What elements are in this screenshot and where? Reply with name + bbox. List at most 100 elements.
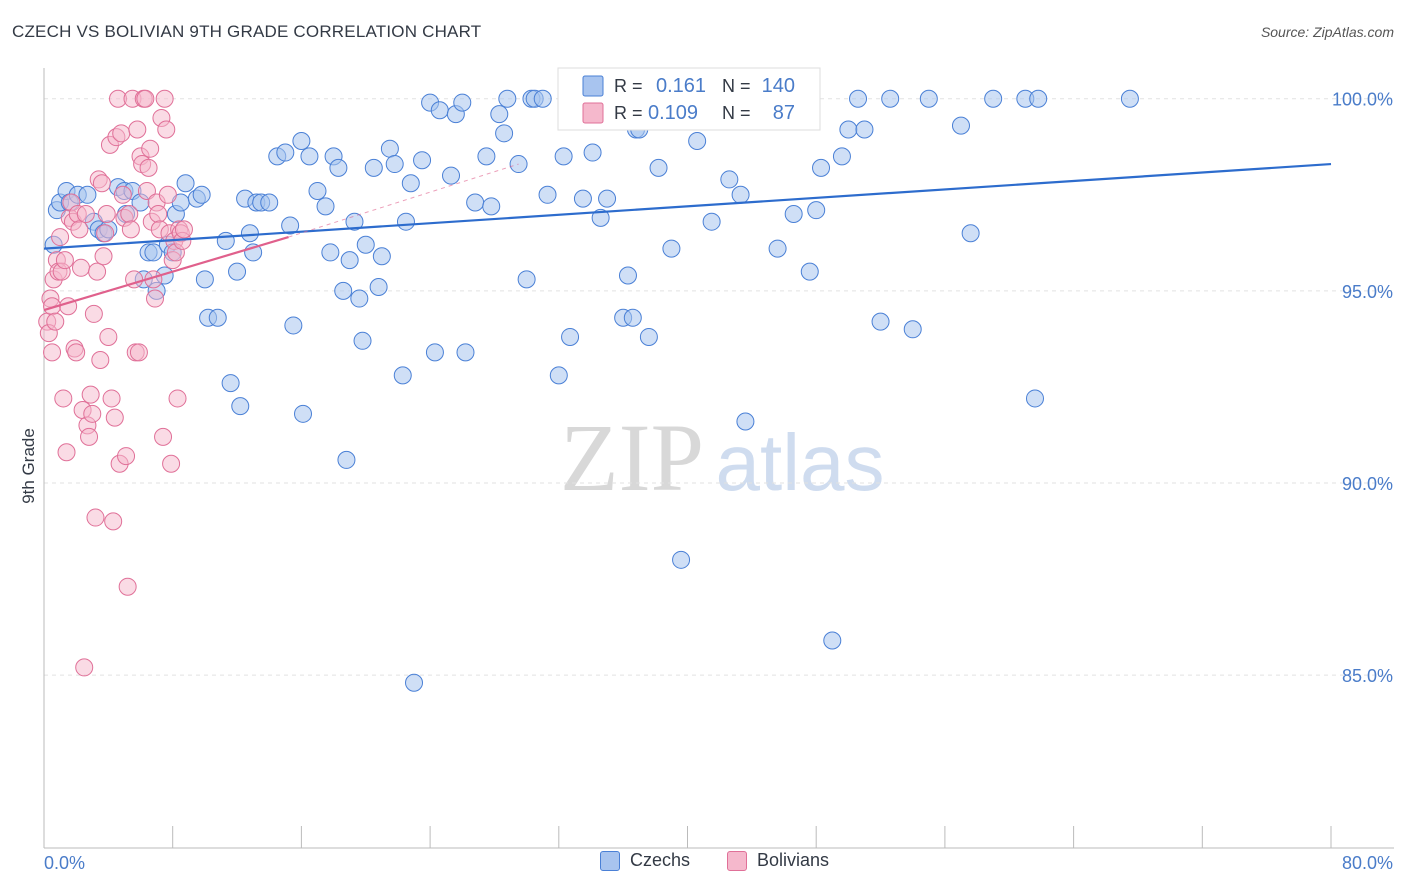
czech-point [78,185,97,204]
czech-point [192,185,211,204]
bolivian-point [86,508,105,527]
czech-point [849,89,868,108]
czech-point [618,266,637,285]
bottom-legend: Czechs Bolivians [0,850,1406,878]
legend-czech-r-value: 0.161 [656,75,706,97]
czech-point [538,185,557,204]
watermark: ZIP atlas [560,404,884,511]
czech-point [549,366,568,385]
bolivian-point [141,139,160,158]
legend-czech-swatch [582,75,604,97]
czech-point [768,239,787,258]
bolivian-point [72,258,91,277]
y-tick-label: 95.0% [1342,282,1393,302]
bolivian-point [118,577,137,596]
gridlines [44,98,1394,676]
bottom-legend-bolivian-label: Bolivians [757,850,830,870]
bolivian-point [168,389,187,408]
czech-point [281,216,300,235]
czech-point [823,631,842,650]
czech-point [401,174,420,193]
bolivian-point [139,158,158,177]
czech-point [221,374,240,393]
czech-point [490,105,509,124]
czech-point [353,331,372,350]
legend-bolivian-n-value: 87 [773,102,795,124]
czech-point [1120,89,1139,108]
tick-labels: 85.0% 90.0% 95.0% 100.0% 0.0% 80.0% [44,90,1393,873]
czech-point [240,224,259,243]
bolivian-point [99,327,118,346]
bolivian-point [158,185,177,204]
czech-point [477,147,496,166]
czech-point [208,308,227,327]
bolivian-point [43,343,62,362]
legend-bolivian-swatch [582,102,604,124]
czech-point [598,189,617,208]
czech-point [195,270,214,289]
czech-point [731,185,750,204]
bolivian-point [67,343,86,362]
czech-point [573,189,592,208]
czech-point [321,243,340,262]
czech-point [380,139,399,158]
bolivian-point [105,408,124,427]
y-tick-label: 85.0% [1342,666,1393,686]
bolivian-point [88,262,107,281]
czech-point [340,251,359,270]
czech-point [495,124,514,143]
czech-point [498,89,517,108]
bolivian-point [104,512,123,531]
bottom-legend-bolivian: Bolivians [727,850,829,871]
czech-point [919,89,938,108]
bolivian-point [102,389,121,408]
czech-point [316,197,335,216]
czech-point [871,312,890,331]
bolivian-point [157,120,176,139]
bolivian-point [121,220,140,239]
czech-point [425,343,444,362]
czech-point [855,120,874,139]
bolivian-point [96,224,115,243]
bolivian-point [84,304,103,323]
czech-point [812,158,831,177]
x-tick-label-min: 0.0% [44,853,85,873]
y-tick-label: 90.0% [1342,474,1393,494]
czech-point [736,412,755,431]
czech-point [308,181,327,200]
bolivian-point [57,443,76,462]
czech-point [881,89,900,108]
czech-point [639,327,658,346]
bolivian-point [149,205,168,224]
czech-point [276,143,295,162]
bolivian-point [76,205,95,224]
czech-point [839,120,858,139]
bolivian-point [154,427,173,446]
czech-point [517,270,536,289]
czech-point [369,278,388,297]
correlation-legend: R = 0.161 N = 140 R = 0.109 N = 87 [557,67,821,131]
czech-point [337,450,356,469]
czech-point [984,89,1003,108]
czech-point [784,205,803,224]
legend-bolivian-n-label: N = [722,103,751,123]
czech-point [453,93,472,112]
czech-point [228,262,247,281]
czech-point [329,158,348,177]
bolivian-point [97,205,116,224]
czech-point [284,316,303,335]
bolivian-point [91,351,110,370]
legend-czech-n-value: 140 [762,75,795,97]
czech-point [688,132,707,151]
bolivian-point [112,124,131,143]
czech-point [456,343,475,362]
bolivian-point [94,247,113,266]
czech-point [356,235,375,254]
trend-lines [43,162,1332,312]
y-axis-label: 9th Grade [19,428,38,504]
bolivian-point [55,251,74,270]
czech-point [294,404,313,423]
czech-point [720,170,739,189]
bolivian-point [137,181,156,200]
czech-point [430,101,449,120]
